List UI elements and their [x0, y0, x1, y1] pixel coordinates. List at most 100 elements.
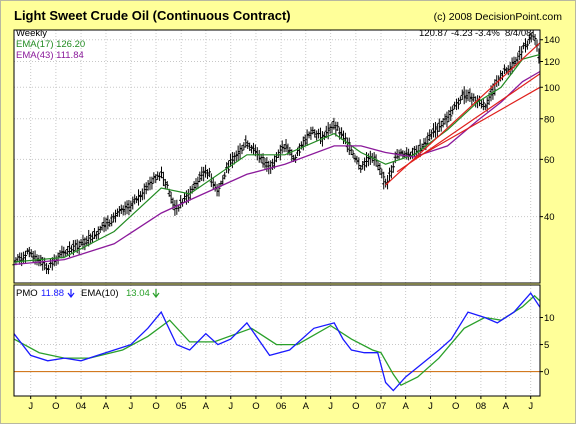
price-bar	[39, 254, 43, 267]
copyright-text: (c) 2008 DecisionPoint.com	[434, 11, 563, 23]
price-panel-border	[13, 29, 541, 284]
pmo-ema-down-arrow-icon	[152, 289, 160, 298]
price-bar	[428, 129, 432, 142]
price-bar	[502, 64, 507, 74]
price-bar	[447, 109, 451, 122]
price-bar	[318, 127, 323, 145]
period-label: Weekly	[16, 28, 47, 39]
price-bar	[138, 191, 143, 203]
price-bar	[246, 140, 250, 150]
price-bar	[456, 97, 461, 110]
price-bar	[69, 245, 74, 253]
price-bar	[521, 42, 526, 50]
price-bar	[451, 105, 455, 115]
price-bar	[439, 120, 443, 132]
price-bar	[443, 113, 447, 125]
pmo-ema-legend-label: EMA(10)	[81, 288, 118, 299]
x-tick-label: A	[402, 401, 409, 412]
price-bar	[339, 127, 344, 140]
price-bar	[165, 181, 169, 189]
price-bar	[441, 118, 445, 128]
price-bar	[336, 121, 340, 131]
price-bar	[249, 144, 254, 154]
x-tick-label: 08	[476, 401, 487, 412]
price-bar	[485, 97, 489, 112]
price-bar	[79, 238, 83, 246]
price-bar	[531, 29, 535, 40]
price-bar	[248, 142, 252, 151]
price-bar	[253, 144, 257, 157]
price-lines	[13, 42, 541, 266]
price-bar	[46, 264, 51, 275]
price-bar	[387, 167, 392, 182]
price-bar	[284, 138, 288, 153]
price-bar	[389, 165, 393, 179]
price-bar	[533, 34, 537, 45]
price-bar	[472, 93, 476, 102]
price-bar	[445, 111, 449, 128]
price-bar	[131, 196, 135, 210]
price-bar	[430, 129, 434, 140]
ema-long-legend: EMA(43) 111.84	[16, 50, 84, 61]
x-tick-label: J	[128, 401, 133, 412]
price-bar	[303, 134, 307, 147]
price-bar	[349, 145, 353, 156]
price-bar	[85, 235, 89, 247]
pmo-line	[13, 292, 541, 392]
price-bar	[305, 129, 309, 146]
price-bar	[391, 161, 395, 173]
price-bar	[106, 215, 110, 230]
price-bar	[44, 262, 49, 274]
chart-title: Light Sweet Crude Oil (Continuous Contra…	[14, 8, 291, 23]
price-bar	[113, 209, 118, 223]
pmo-y-tick-label: 10	[544, 313, 555, 324]
price-bar	[251, 142, 256, 156]
x-tick-label: O	[152, 401, 159, 412]
pmo-ema-line	[13, 294, 541, 387]
price-bar	[207, 167, 212, 178]
price-bar	[261, 153, 265, 168]
price-bar	[142, 183, 146, 200]
price-bar	[508, 61, 512, 75]
price-bar	[240, 144, 244, 155]
price-bar	[125, 200, 129, 215]
price-y-tick-label: 60	[544, 155, 555, 166]
price-y-tick-label: 80	[544, 114, 555, 125]
price-bar	[157, 172, 162, 181]
x-tick-label: O	[52, 401, 59, 412]
pmo-y-axis: 0 5 10	[540, 313, 555, 378]
pmo-panel: 0 5 10 PMO 11.88 EMA(10) 13.04	[13, 284, 555, 397]
price-bar	[129, 200, 133, 213]
ema-43-line	[13, 70, 541, 266]
price-bar	[351, 150, 355, 159]
price-bar	[309, 126, 313, 140]
x-tick-label: J	[428, 401, 433, 412]
price-bar	[108, 219, 112, 227]
price-bar	[332, 117, 336, 130]
price-bar	[87, 229, 91, 247]
x-tick-label: O	[352, 401, 359, 412]
pmo-legend-value: 11.88	[41, 288, 64, 299]
price-bar	[431, 123, 436, 138]
x-tick-label: O	[452, 401, 459, 412]
price-bar	[152, 172, 156, 184]
price-bar	[311, 126, 315, 135]
price-bar	[217, 183, 221, 197]
price-bar	[169, 191, 173, 204]
price-bar	[301, 136, 305, 151]
price-bar	[223, 171, 227, 180]
price-bar	[163, 178, 167, 190]
price-bar	[96, 226, 100, 239]
price-bar	[90, 231, 95, 244]
price-bar	[161, 171, 166, 187]
price-bar	[94, 231, 98, 240]
price-bar	[18, 252, 22, 265]
price-bar	[376, 161, 380, 171]
price-y-tick-label: 100	[544, 83, 560, 94]
last-price: 120.87	[419, 28, 448, 39]
price-bar	[64, 249, 68, 257]
price-bar	[361, 161, 365, 170]
pmo-lines	[13, 292, 541, 392]
x-axis: J O 04 A J O 05 A J O 06 A J O 07 A J O 08 A J	[28, 396, 533, 412]
